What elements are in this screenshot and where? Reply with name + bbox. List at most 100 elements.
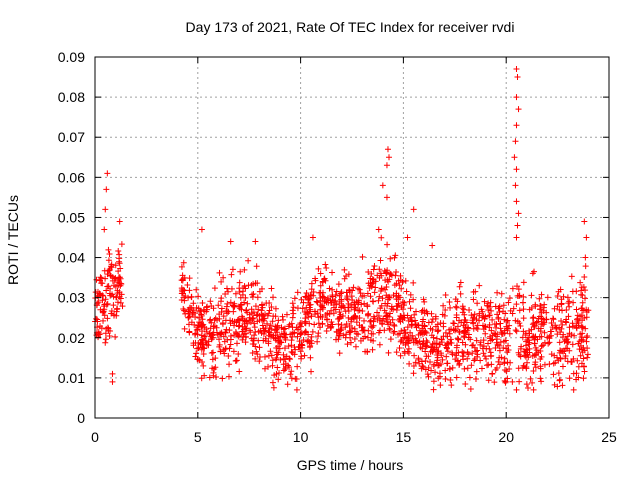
data-point (269, 318, 276, 325)
data-point (298, 320, 305, 327)
data-point (358, 324, 365, 331)
data-point (387, 336, 394, 343)
data-point (288, 375, 295, 382)
data-point (274, 364, 281, 371)
data-point (585, 307, 592, 314)
data-point (218, 308, 225, 315)
data-point (103, 287, 110, 294)
data-point (178, 287, 185, 294)
y-tick-label: 0.08 (58, 89, 85, 105)
data-point (213, 324, 220, 331)
data-point (502, 337, 509, 344)
data-point (102, 336, 109, 343)
data-point (397, 318, 404, 325)
data-point (559, 307, 566, 314)
data-point (367, 293, 374, 300)
data-point (269, 362, 276, 369)
data-point (378, 302, 385, 309)
data-point (217, 331, 224, 338)
data-point (479, 322, 486, 329)
data-point (277, 339, 284, 346)
data-point (109, 378, 116, 385)
data-point (217, 348, 224, 355)
data-point (578, 323, 585, 330)
data-point (513, 328, 520, 335)
data-point (530, 367, 537, 374)
data-point (224, 285, 231, 292)
data-point (526, 349, 533, 356)
data-point (577, 342, 584, 349)
data-point (553, 325, 560, 332)
data-point (540, 342, 547, 349)
data-point (381, 267, 388, 274)
data-point (314, 310, 321, 317)
data-point (357, 290, 364, 297)
data-point (440, 333, 447, 340)
data-point (391, 328, 398, 335)
data-point (442, 329, 449, 336)
data-point (495, 305, 502, 312)
data-point (558, 301, 565, 308)
data-point (390, 306, 397, 313)
data-point (545, 340, 552, 347)
data-point (433, 359, 440, 366)
data-point (190, 300, 197, 307)
data-point (92, 289, 99, 296)
data-point (307, 354, 314, 361)
data-point (315, 265, 322, 272)
data-point (365, 269, 372, 276)
data-point (375, 313, 382, 320)
data-point (379, 295, 386, 302)
data-point (207, 298, 214, 305)
data-point (472, 348, 479, 355)
data-point (506, 330, 513, 337)
data-point (364, 301, 371, 308)
data-point (237, 268, 244, 275)
data-point (435, 327, 442, 334)
data-point (245, 282, 252, 289)
data-point (454, 323, 461, 330)
data-point (570, 355, 577, 362)
data-point (493, 339, 500, 346)
data-point (570, 299, 577, 306)
data-point (253, 312, 260, 319)
data-point (385, 278, 392, 285)
data-point (465, 325, 472, 332)
data-point (308, 368, 315, 375)
plot-frame (94, 56, 610, 419)
data-point (306, 320, 313, 327)
data-point (488, 307, 495, 314)
data-point (179, 277, 186, 284)
data-point (306, 339, 313, 346)
data-point (282, 356, 289, 363)
data-point (549, 315, 556, 322)
data-point (512, 327, 519, 334)
data-point (517, 353, 524, 360)
data-point (323, 327, 330, 334)
data-point (186, 304, 193, 311)
data-point (569, 288, 576, 295)
data-point (105, 257, 112, 264)
data-point (505, 299, 512, 306)
data-point (218, 278, 225, 285)
data-point (273, 326, 280, 333)
data-point (390, 329, 397, 336)
data-point (564, 358, 571, 365)
data-point (335, 327, 342, 334)
data-point (289, 300, 296, 307)
data-point (236, 368, 243, 375)
data-point (574, 357, 581, 364)
data-point (371, 263, 378, 270)
data-point (253, 263, 260, 270)
data-point (256, 288, 263, 295)
data-point (582, 254, 589, 261)
data-point (209, 332, 216, 339)
data-point (116, 251, 123, 258)
data-point (282, 335, 289, 342)
data-point (370, 266, 377, 273)
data-point (474, 322, 481, 329)
data-point (412, 359, 419, 366)
data-point (294, 289, 301, 296)
data-point (496, 361, 503, 368)
data-point (564, 338, 571, 345)
